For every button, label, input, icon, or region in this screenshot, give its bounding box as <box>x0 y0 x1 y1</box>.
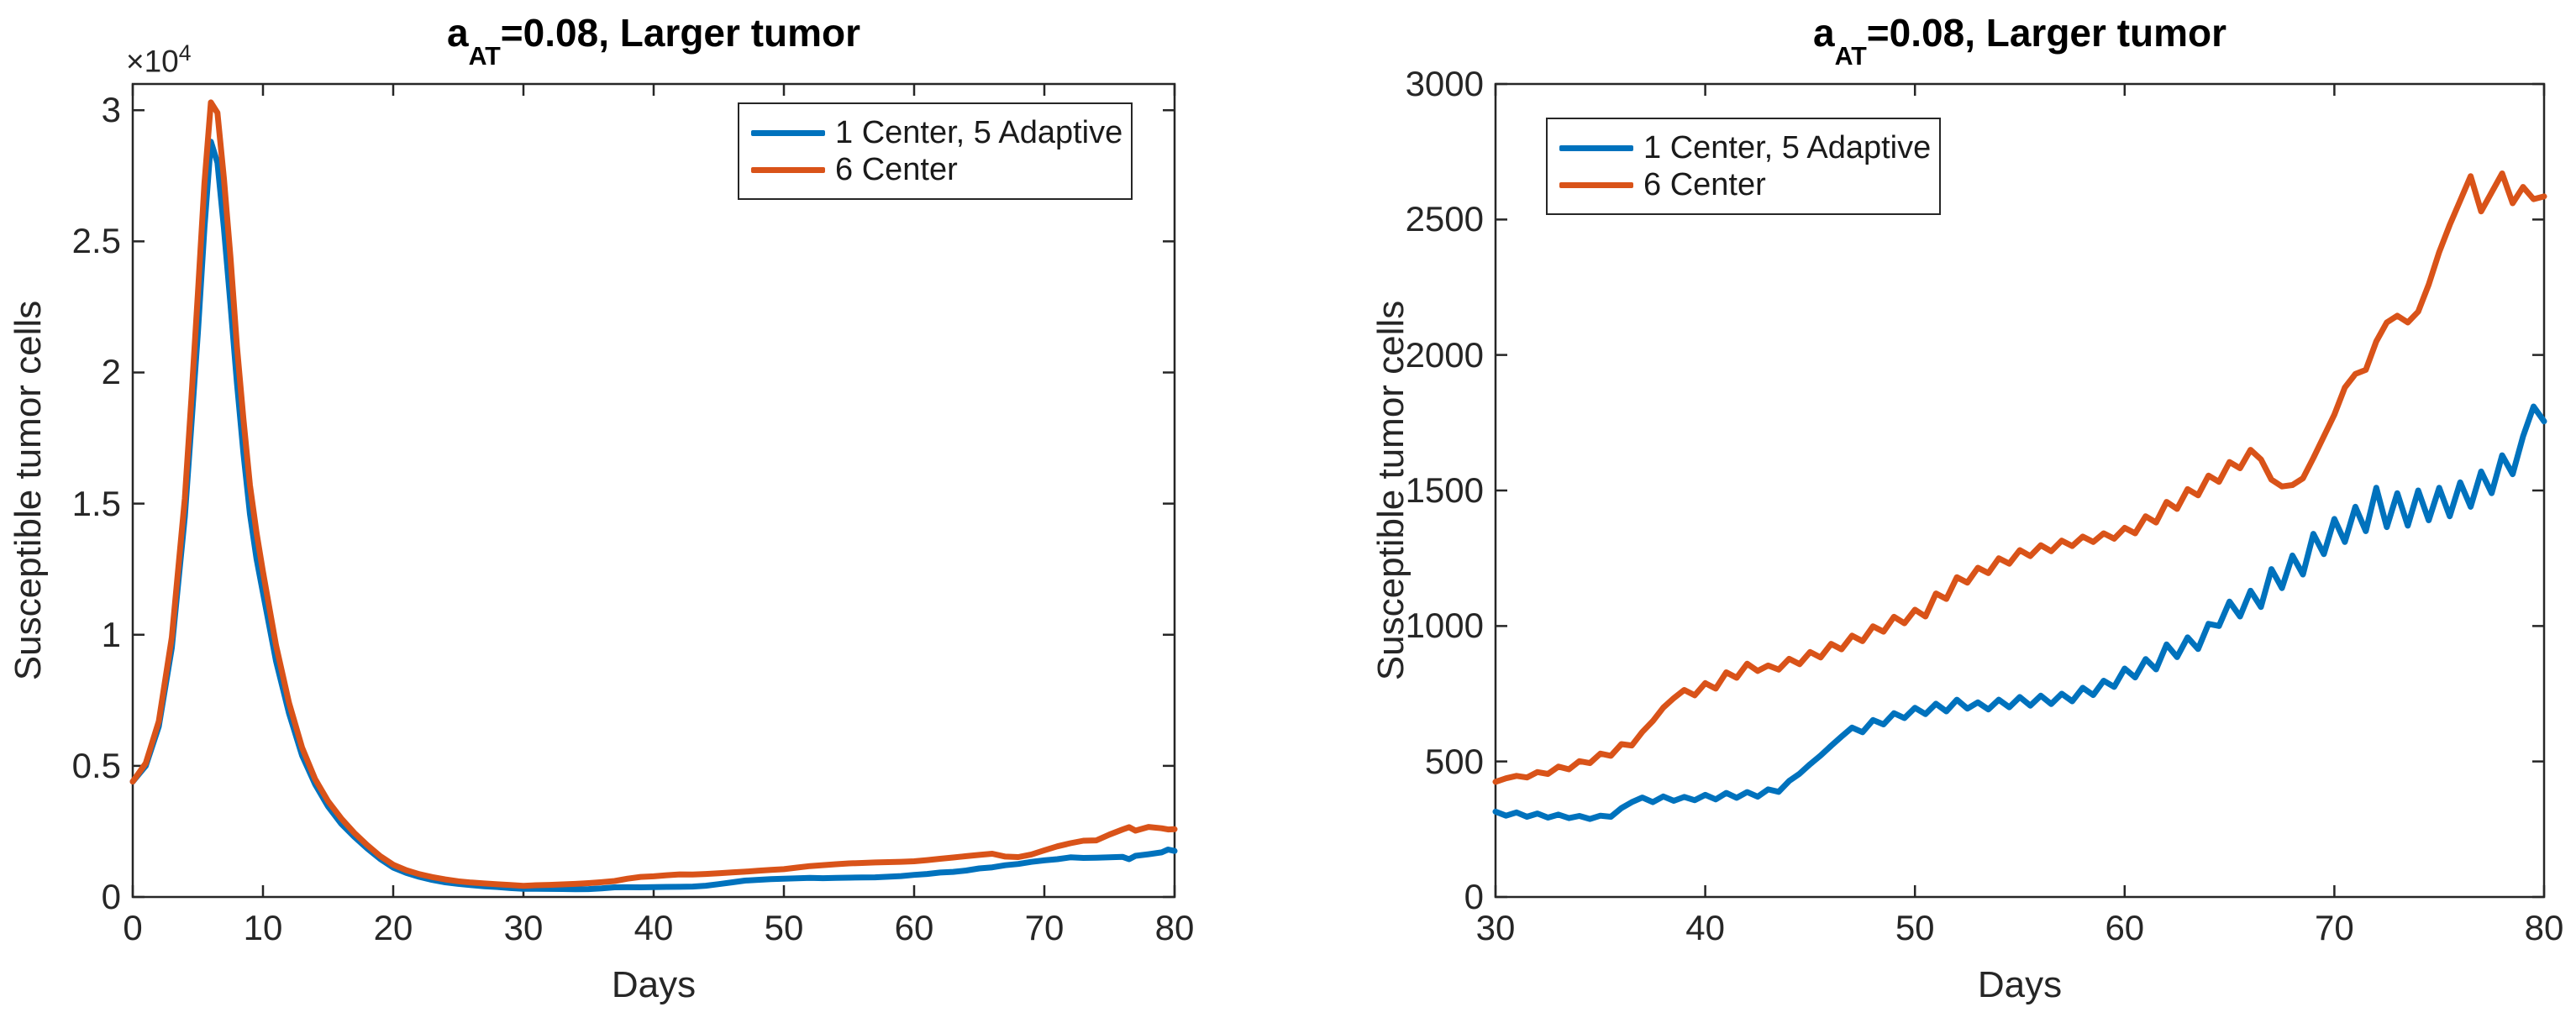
y-tick-label: 3000 <box>1405 64 1484 103</box>
right-chart <box>1492 82 2547 899</box>
x-tick-label: 60 <box>894 908 934 947</box>
x-tick-label: 10 <box>243 908 283 947</box>
legend-line-swatch-blue <box>1559 144 1633 151</box>
title-prefix: a <box>446 11 469 55</box>
legend-item: 6 Center <box>751 151 1122 188</box>
x-tick-label: 40 <box>633 908 674 947</box>
title-suffix: =0.08, Larger tumor <box>500 11 861 55</box>
y-tick-label: 2.5 <box>71 221 121 261</box>
legend-item: 6 Center <box>1559 166 1931 203</box>
x-tick-label: 30 <box>1475 908 1516 947</box>
left-chart-x-axis-label: Days <box>611 964 697 1005</box>
y-tick-label: 0 <box>1464 877 1484 916</box>
legend-line-swatch-blue <box>751 129 825 136</box>
y-tick-label: 0 <box>101 877 121 916</box>
left-chart-legend: 1 Center, 5 Adaptive 6 Center <box>738 102 1133 200</box>
title-subscript: AT <box>468 42 501 71</box>
x-tick-label: 70 <box>1024 908 1065 947</box>
x-tick-label: 30 <box>503 908 544 947</box>
left-chart-title: aAT=0.08, Larger tumor <box>133 10 1175 71</box>
legend-item: 1 Center, 5 Adaptive <box>751 114 1122 151</box>
y-tick-label: 2500 <box>1405 199 1484 239</box>
x-tick-label: 60 <box>2105 908 2145 947</box>
x-tick-label: 50 <box>764 908 804 947</box>
offset-exponent: 4 <box>178 40 192 66</box>
title-prefix: a <box>1812 11 1835 55</box>
x-tick-label: 20 <box>373 908 413 947</box>
axes-box <box>131 82 1176 899</box>
y-tick-label: 500 <box>1424 741 1484 781</box>
offset-base: ×10 <box>126 44 179 79</box>
series-line-1-center-5-adaptive <box>129 139 1178 893</box>
legend-item-label: 1 Center, 5 Adaptive <box>835 114 1123 150</box>
x-tick-label: 80 <box>1154 908 1195 947</box>
y-tick-label: 1000 <box>1405 606 1484 646</box>
x-tick-label: 40 <box>1685 908 1725 947</box>
series-line-6-center <box>129 99 1178 889</box>
legend-item-label: 6 Center <box>1643 166 1766 202</box>
x-tick-label: 80 <box>2524 908 2564 947</box>
left-chart <box>129 82 1178 899</box>
y-tick-label: 1 <box>101 614 121 654</box>
x-tick-label: 0 <box>123 908 143 947</box>
right-chart-title: aAT=0.08, Larger tumor <box>1496 10 2544 71</box>
right-chart-x-axis-label: Days <box>1977 964 2063 1005</box>
legend-line-swatch-orange <box>751 166 825 173</box>
legend-line-swatch-orange <box>1559 181 1633 188</box>
y-tick-label: 2000 <box>1405 334 1484 375</box>
right-chart-legend: 1 Center, 5 Adaptive 6 Center <box>1546 118 1941 215</box>
series-line-6-center <box>1492 170 2547 785</box>
title-suffix: =0.08, Larger tumor <box>1866 11 2227 55</box>
legend-item: 1 Center, 5 Adaptive <box>1559 129 1931 166</box>
left-chart-y-axis-exponent-label: ×104 <box>126 40 192 79</box>
y-tick-label: 0.5 <box>71 745 121 785</box>
x-tick-label: 50 <box>1895 908 1935 947</box>
y-tick-label: 2 <box>101 352 121 392</box>
y-tick-label: 3 <box>101 90 121 130</box>
title-subscript: AT <box>1834 42 1867 71</box>
y-tick-label: 1500 <box>1405 470 1484 510</box>
legend-item-label: 6 Center <box>835 151 958 187</box>
legend-item-label: 1 Center, 5 Adaptive <box>1643 129 1932 165</box>
tick-marks <box>131 84 1176 899</box>
x-tick-label: 70 <box>2315 908 2354 947</box>
y-tick-label: 1.5 <box>71 483 121 523</box>
tick-marks <box>1494 82 2546 899</box>
series-line-1-center-5-adaptive <box>1492 403 2547 822</box>
